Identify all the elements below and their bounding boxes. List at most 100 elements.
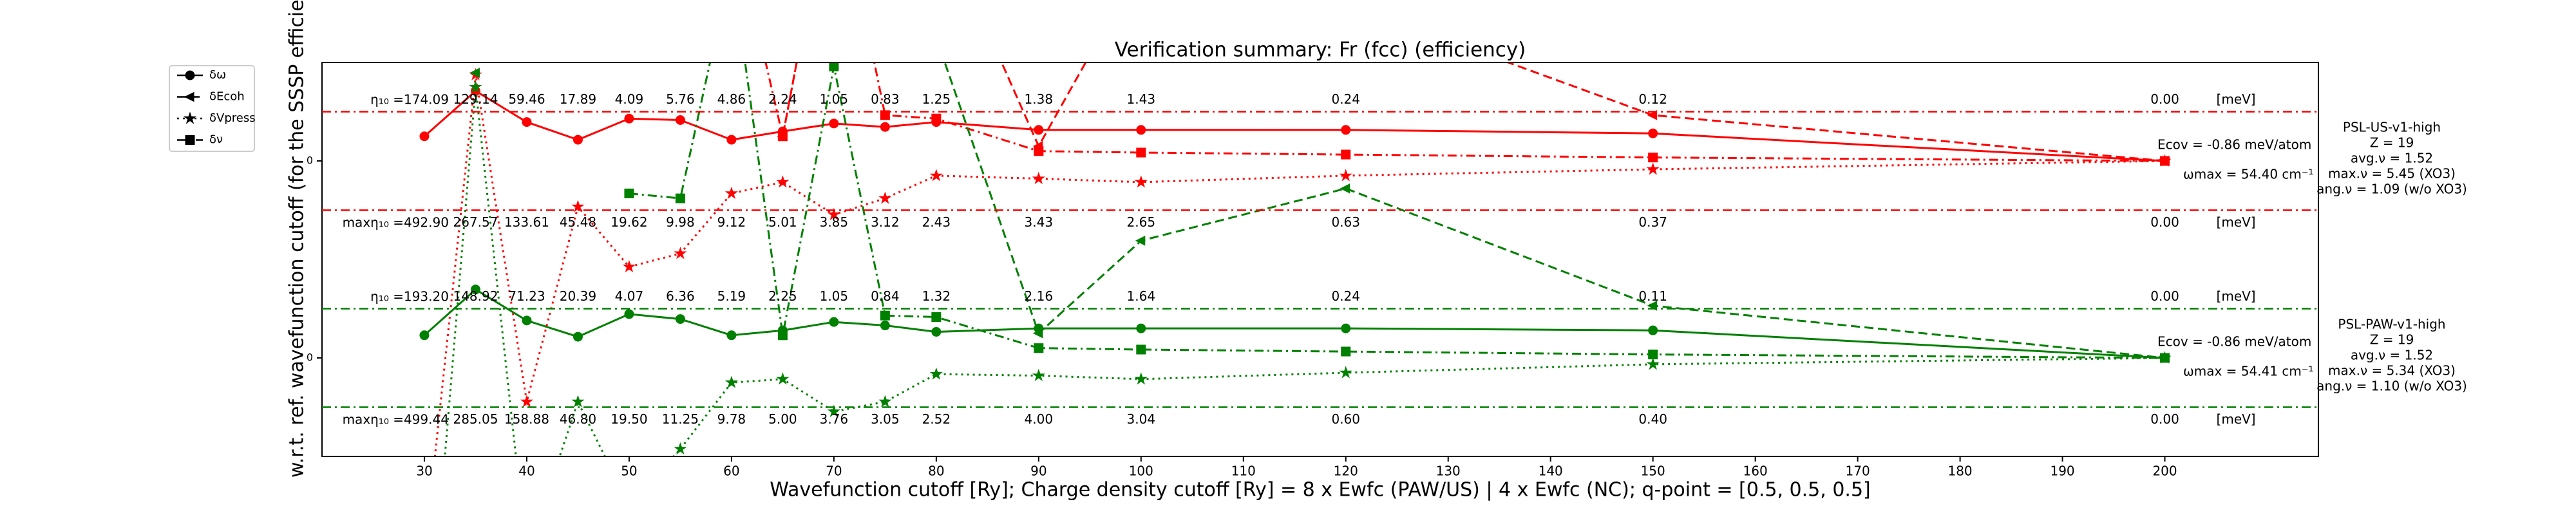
eta-value: 129.14 xyxy=(453,91,498,107)
eta-value: 174.09 xyxy=(404,91,449,107)
marker xyxy=(674,442,687,455)
eta-unit: [meV] xyxy=(2217,214,2256,230)
eta-value: 4.07 xyxy=(615,288,644,304)
eta-prefix: η₁₀ = xyxy=(370,91,404,107)
eta-value: 59.46 xyxy=(508,91,545,107)
eta-value: 9.98 xyxy=(666,214,695,230)
legend-label: δEcoh xyxy=(209,90,245,104)
x-axis-label: Wavefunction cutoff [Ry]; Charge density… xyxy=(770,479,1871,501)
marker xyxy=(931,113,942,124)
marker xyxy=(522,117,532,127)
legend-box xyxy=(169,65,255,152)
marker xyxy=(1341,149,1351,160)
marker xyxy=(1032,328,1043,339)
eta-value: 2.25 xyxy=(768,288,797,304)
eta-label: maxη₁₀ =492.90 xyxy=(343,214,449,230)
eta-value: 0.00 xyxy=(2150,91,2179,107)
eta-value: 193.20 xyxy=(404,288,449,304)
marker xyxy=(878,191,892,204)
eta-value: 1.43 xyxy=(1127,91,1156,107)
series-line xyxy=(629,62,2165,359)
marker xyxy=(1032,368,1045,382)
marker xyxy=(931,312,942,323)
marker xyxy=(827,207,840,220)
marker xyxy=(1136,344,1146,355)
marker xyxy=(1135,236,1146,246)
pseudo-info: ang.ν = 1.10 (w/o XO3) xyxy=(2316,379,2467,394)
marker xyxy=(829,62,839,71)
eta-value: 9.78 xyxy=(717,411,746,427)
marker xyxy=(1647,110,1658,120)
eta-value: 133.61 xyxy=(504,214,549,230)
marker xyxy=(419,330,430,341)
legend-marker xyxy=(183,111,197,124)
eta-value: 0.00 xyxy=(2150,411,2179,427)
marker xyxy=(929,367,943,380)
pseudo-info: PSL-PAW-v1-high xyxy=(2338,317,2445,332)
marker xyxy=(1339,169,1352,182)
pseudo-info: PSL-US-v1-high xyxy=(2343,120,2441,135)
marker xyxy=(1032,171,1045,185)
x-tick-label: 50 xyxy=(621,464,637,479)
eta-value: 3.85 xyxy=(820,214,849,230)
eta-value: 45.48 xyxy=(560,214,596,230)
eta-value: 0.24 xyxy=(1331,91,1360,107)
eta-value: 285.05 xyxy=(453,411,498,427)
marker xyxy=(624,309,634,319)
marker xyxy=(571,200,585,212)
eta-value: 19.50 xyxy=(611,411,647,427)
series-line xyxy=(424,288,2165,359)
pseudo-info: max.ν = 5.34 (XO3) xyxy=(2328,363,2456,379)
x-tick-label: 140 xyxy=(1539,464,1563,479)
marker xyxy=(776,372,790,385)
marker xyxy=(1646,162,1660,175)
legend-label: δν xyxy=(209,133,223,147)
x-tick-label: 160 xyxy=(1743,464,1768,479)
marker xyxy=(624,9,633,18)
legend-marker xyxy=(185,135,195,145)
eta-value: 0.37 xyxy=(1638,214,1667,230)
marker xyxy=(622,259,636,273)
marker xyxy=(1341,346,1351,357)
eta-value: 2.43 xyxy=(922,214,951,230)
marker xyxy=(777,330,788,341)
marker xyxy=(726,135,737,145)
eta-value: 9.12 xyxy=(717,214,746,230)
eta-value: 148.92 xyxy=(453,288,498,304)
eta-value: 1.05 xyxy=(820,91,849,107)
legend-label: δω xyxy=(209,68,226,82)
x-tick-label: 180 xyxy=(1947,464,1972,479)
pseudo-info: Z = 19 xyxy=(2370,332,2414,348)
eta-value: 0.60 xyxy=(1331,411,1360,427)
marker xyxy=(1648,350,1658,360)
eta-value: 0.00 xyxy=(2150,214,2179,230)
eta-value: 0.00 xyxy=(2150,288,2179,304)
series-line xyxy=(781,62,2165,162)
eta-value: 5.01 xyxy=(768,214,797,230)
series-line xyxy=(943,62,2165,359)
x-tick-label: 190 xyxy=(2050,464,2074,479)
marker xyxy=(1034,125,1044,135)
series-line xyxy=(424,89,2165,162)
marker xyxy=(573,135,583,145)
ecov-label: Ecov = -0.86 meV/atom xyxy=(2157,137,2311,153)
marker xyxy=(880,321,890,331)
marker xyxy=(777,131,788,142)
marker xyxy=(1646,357,1660,370)
x-tick-label: 100 xyxy=(1129,464,1153,479)
eta-unit: [meV] xyxy=(2217,288,2256,304)
marker xyxy=(724,186,739,200)
eta-value: 0.84 xyxy=(871,288,900,304)
pseudo-info: avg.ν = 1.52 xyxy=(2351,348,2433,363)
marker xyxy=(1034,343,1044,353)
eta-value: 2.52 xyxy=(922,411,951,427)
marker xyxy=(929,169,943,182)
marker xyxy=(829,317,839,327)
marker xyxy=(827,404,840,417)
marker xyxy=(674,247,687,259)
eta-value: 1.25 xyxy=(922,91,951,107)
marker xyxy=(878,395,892,407)
x-tick-label: 200 xyxy=(2152,464,2177,479)
marker xyxy=(1341,125,1351,135)
marker xyxy=(1136,125,1146,135)
